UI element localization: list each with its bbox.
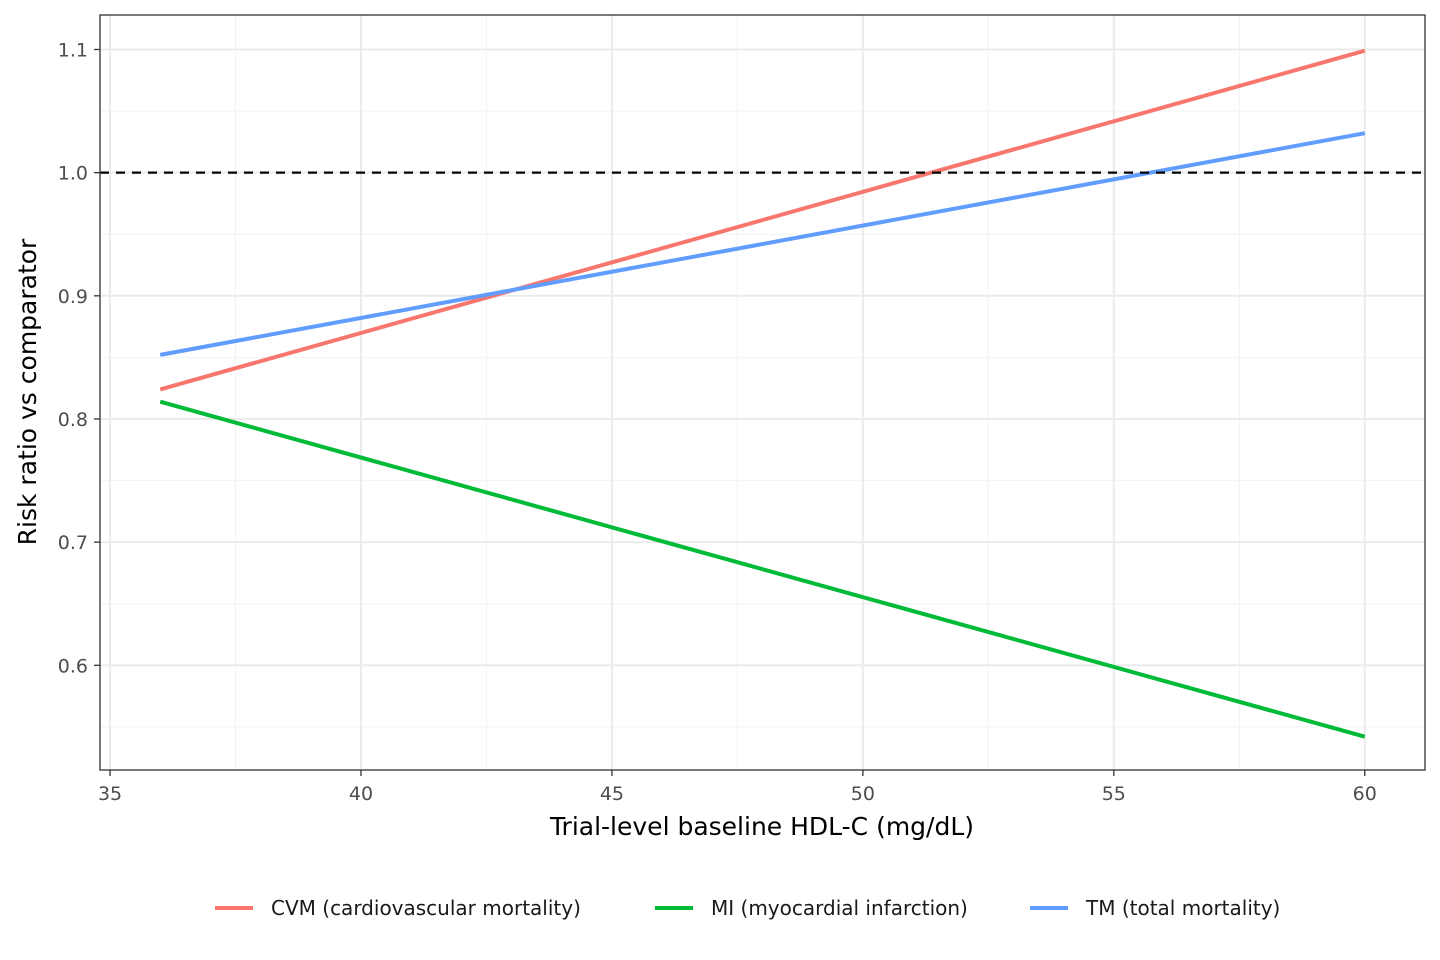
y-axis: 0.6 0.7 0.8 0.9 1.0 1.1: [58, 39, 100, 677]
series-line-1: [159, 399, 1366, 739]
series-layer: [159, 48, 1366, 739]
x-axis: 35 40 45 50 55 60: [98, 770, 1377, 805]
legend-label-1: MI (myocardial infarction): [711, 896, 968, 920]
series-line-2: [159, 131, 1366, 357]
grid-minor: [100, 15, 1425, 770]
y-tick-label: 0.7: [58, 532, 88, 554]
y-tick-label: 0.6: [58, 655, 88, 677]
y-tick-label: 0.8: [58, 409, 88, 431]
y-tick-label: 0.9: [58, 286, 88, 308]
plot-border: [99, 14, 1426, 771]
x-tick-label: 55: [1102, 783, 1126, 805]
series-line-0: [159, 48, 1366, 392]
y-axis-title: Risk ratio vs comparator: [13, 238, 42, 545]
plot-panel: [100, 15, 1425, 770]
x-tick-label: 35: [98, 783, 122, 805]
x-tick-label: 40: [349, 783, 373, 805]
legend-label-0: CVM (cardiovascular mortality): [271, 896, 581, 920]
y-tick-label: 1.0: [58, 163, 88, 185]
legend: CVM (cardiovascular mortality) MI (myocar…: [215, 896, 1280, 920]
legend-label-2: TM (total mortality): [1085, 896, 1280, 920]
y-tick-label: 1.1: [58, 39, 88, 61]
x-tick-label: 60: [1353, 783, 1377, 805]
x-tick-label: 50: [851, 783, 875, 805]
x-tick-label: 45: [600, 783, 624, 805]
x-axis-title: Trial-level baseline HDL-C (mg/dL): [549, 812, 974, 841]
